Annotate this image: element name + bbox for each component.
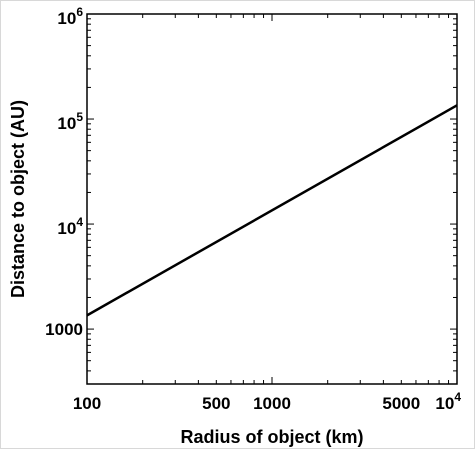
x-tick-label-text: 10 [435, 394, 454, 413]
y-tick-label: 1000 [45, 320, 83, 339]
x-tick-label: 500 [202, 394, 230, 413]
series-group [86, 104, 458, 317]
y-axis-title: Distance to object (AU) [8, 100, 28, 298]
y-tick-label-text: 10 [57, 114, 76, 133]
x-tick-label-text: 500 [202, 394, 230, 413]
y-tick-label-text: 10 [57, 9, 76, 28]
y-tick-label: 105 [57, 110, 83, 133]
x-tick-label: 104 [435, 390, 461, 413]
x-tick-label: 1000 [253, 394, 291, 413]
y-tick-label: 106 [57, 5, 83, 28]
y-tick-label-text: 1000 [45, 320, 83, 339]
x-tick-label-text: 1000 [253, 394, 291, 413]
y-tick-label: 104 [57, 215, 83, 238]
y-tick-exponent: 6 [76, 5, 83, 19]
y-tick-label-text: 10 [57, 219, 76, 238]
x-axis-ticks: 100 500 1000 5000 104 [73, 14, 461, 413]
x-tick-exponent: 4 [454, 390, 461, 404]
x-axis-title: Radius of object (km) [180, 427, 363, 447]
x-tick-label: 5000 [382, 394, 420, 413]
series-line [86, 104, 458, 317]
x-tick-label-text: 5000 [382, 394, 420, 413]
y-tick-exponent: 4 [76, 215, 83, 229]
x-tick-label-text: 100 [73, 394, 101, 413]
x-tick-label: 100 [73, 394, 101, 413]
plot-area [86, 13, 458, 385]
y-tick-exponent: 5 [76, 110, 83, 124]
